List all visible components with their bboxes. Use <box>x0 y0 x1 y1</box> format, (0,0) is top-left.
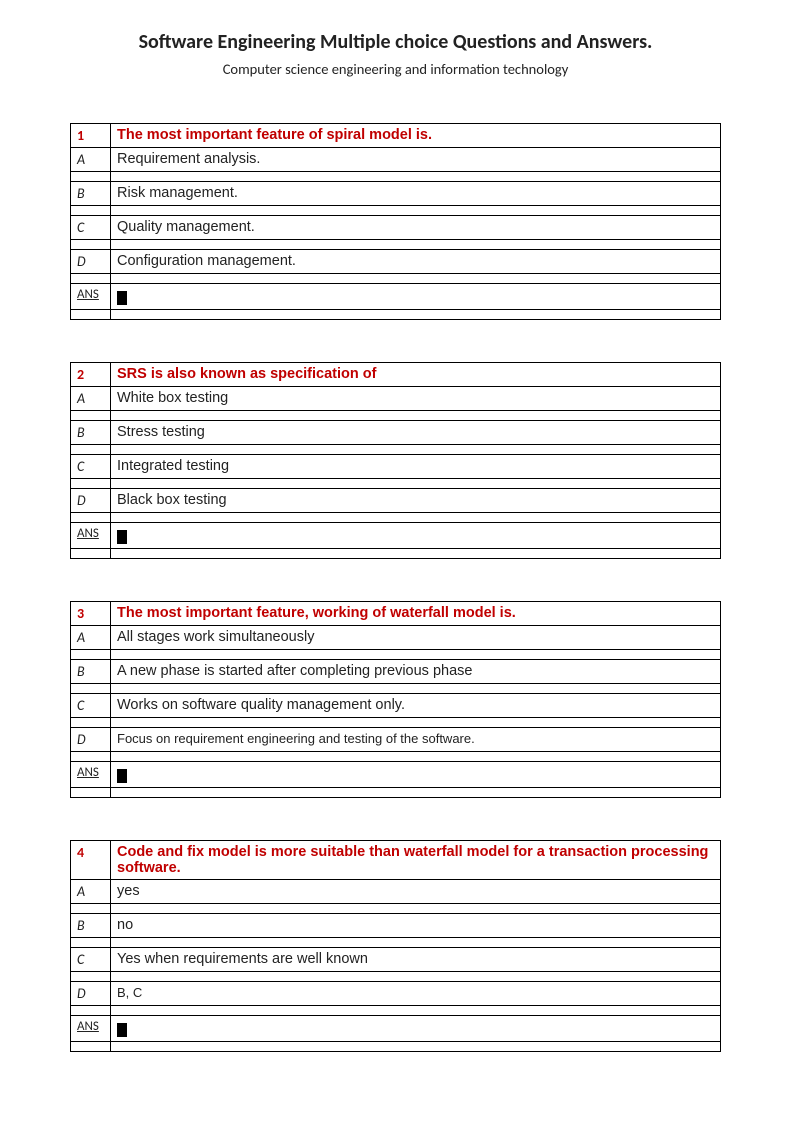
question-text: Code and fix model is more suitable than… <box>111 841 721 880</box>
option-label-a: A <box>71 387 111 411</box>
answer-label: ANS <box>71 523 111 549</box>
answer-value <box>111 1016 721 1042</box>
question-table: 4Code and fix model is more suitable tha… <box>70 840 721 1052</box>
question-text: The most important feature of spiral mod… <box>111 124 721 148</box>
option-b: A new phase is started after completing … <box>111 660 721 684</box>
option-label-c: C <box>71 216 111 240</box>
question-table: 3The most important feature, working of … <box>70 601 721 798</box>
option-a: Requirement analysis. <box>111 148 721 172</box>
option-label-a: A <box>71 148 111 172</box>
option-d: Focus on requirement engineering and tes… <box>111 728 721 752</box>
option-c: Works on software quality management onl… <box>111 694 721 718</box>
answer-label: ANS <box>71 1016 111 1042</box>
option-c: Yes when requirements are well known <box>111 948 721 972</box>
page-title: Software Engineering Multiple choice Que… <box>70 30 721 54</box>
option-a: White box testing <box>111 387 721 411</box>
questions-container: 1The most important feature of spiral mo… <box>70 123 721 1052</box>
option-label-c: C <box>71 694 111 718</box>
option-label-b: B <box>71 914 111 938</box>
option-label-c: C <box>71 455 111 479</box>
question-table: 1The most important feature of spiral mo… <box>70 123 721 320</box>
option-label-b: B <box>71 660 111 684</box>
answer-redacted-block <box>117 769 127 783</box>
option-a: yes <box>111 880 721 904</box>
option-label-a: A <box>71 626 111 650</box>
question-text: The most important feature, working of w… <box>111 602 721 626</box>
option-label-d: D <box>71 250 111 274</box>
option-label-b: B <box>71 182 111 206</box>
question-table: 2SRS is also known as specification ofAW… <box>70 362 721 559</box>
question-number: 2 <box>71 363 111 387</box>
option-a: All stages work simultaneously <box>111 626 721 650</box>
option-label-d: D <box>71 728 111 752</box>
question-number: 1 <box>71 124 111 148</box>
answer-redacted-block <box>117 1023 127 1037</box>
option-d: Black box testing <box>111 489 721 513</box>
answer-label: ANS <box>71 762 111 788</box>
question-number: 3 <box>71 602 111 626</box>
answer-value <box>111 523 721 549</box>
option-label-b: B <box>71 421 111 445</box>
answer-redacted-block <box>117 530 127 544</box>
answer-value <box>111 284 721 310</box>
option-label-c: C <box>71 948 111 972</box>
question-number: 4 <box>71 841 111 880</box>
option-b: Risk management. <box>111 182 721 206</box>
option-label-d: D <box>71 982 111 1006</box>
question-text: SRS is also known as specification of <box>111 363 721 387</box>
option-c: Integrated testing <box>111 455 721 479</box>
option-d: Configuration management. <box>111 250 721 274</box>
page-subtitle: Computer science engineering and informa… <box>70 60 721 78</box>
option-label-a: A <box>71 880 111 904</box>
option-d: B, C <box>111 982 721 1006</box>
answer-label: ANS <box>71 284 111 310</box>
option-c: Quality management. <box>111 216 721 240</box>
answer-value <box>111 762 721 788</box>
option-b: Stress testing <box>111 421 721 445</box>
answer-redacted-block <box>117 291 127 305</box>
option-label-d: D <box>71 489 111 513</box>
option-b: no <box>111 914 721 938</box>
